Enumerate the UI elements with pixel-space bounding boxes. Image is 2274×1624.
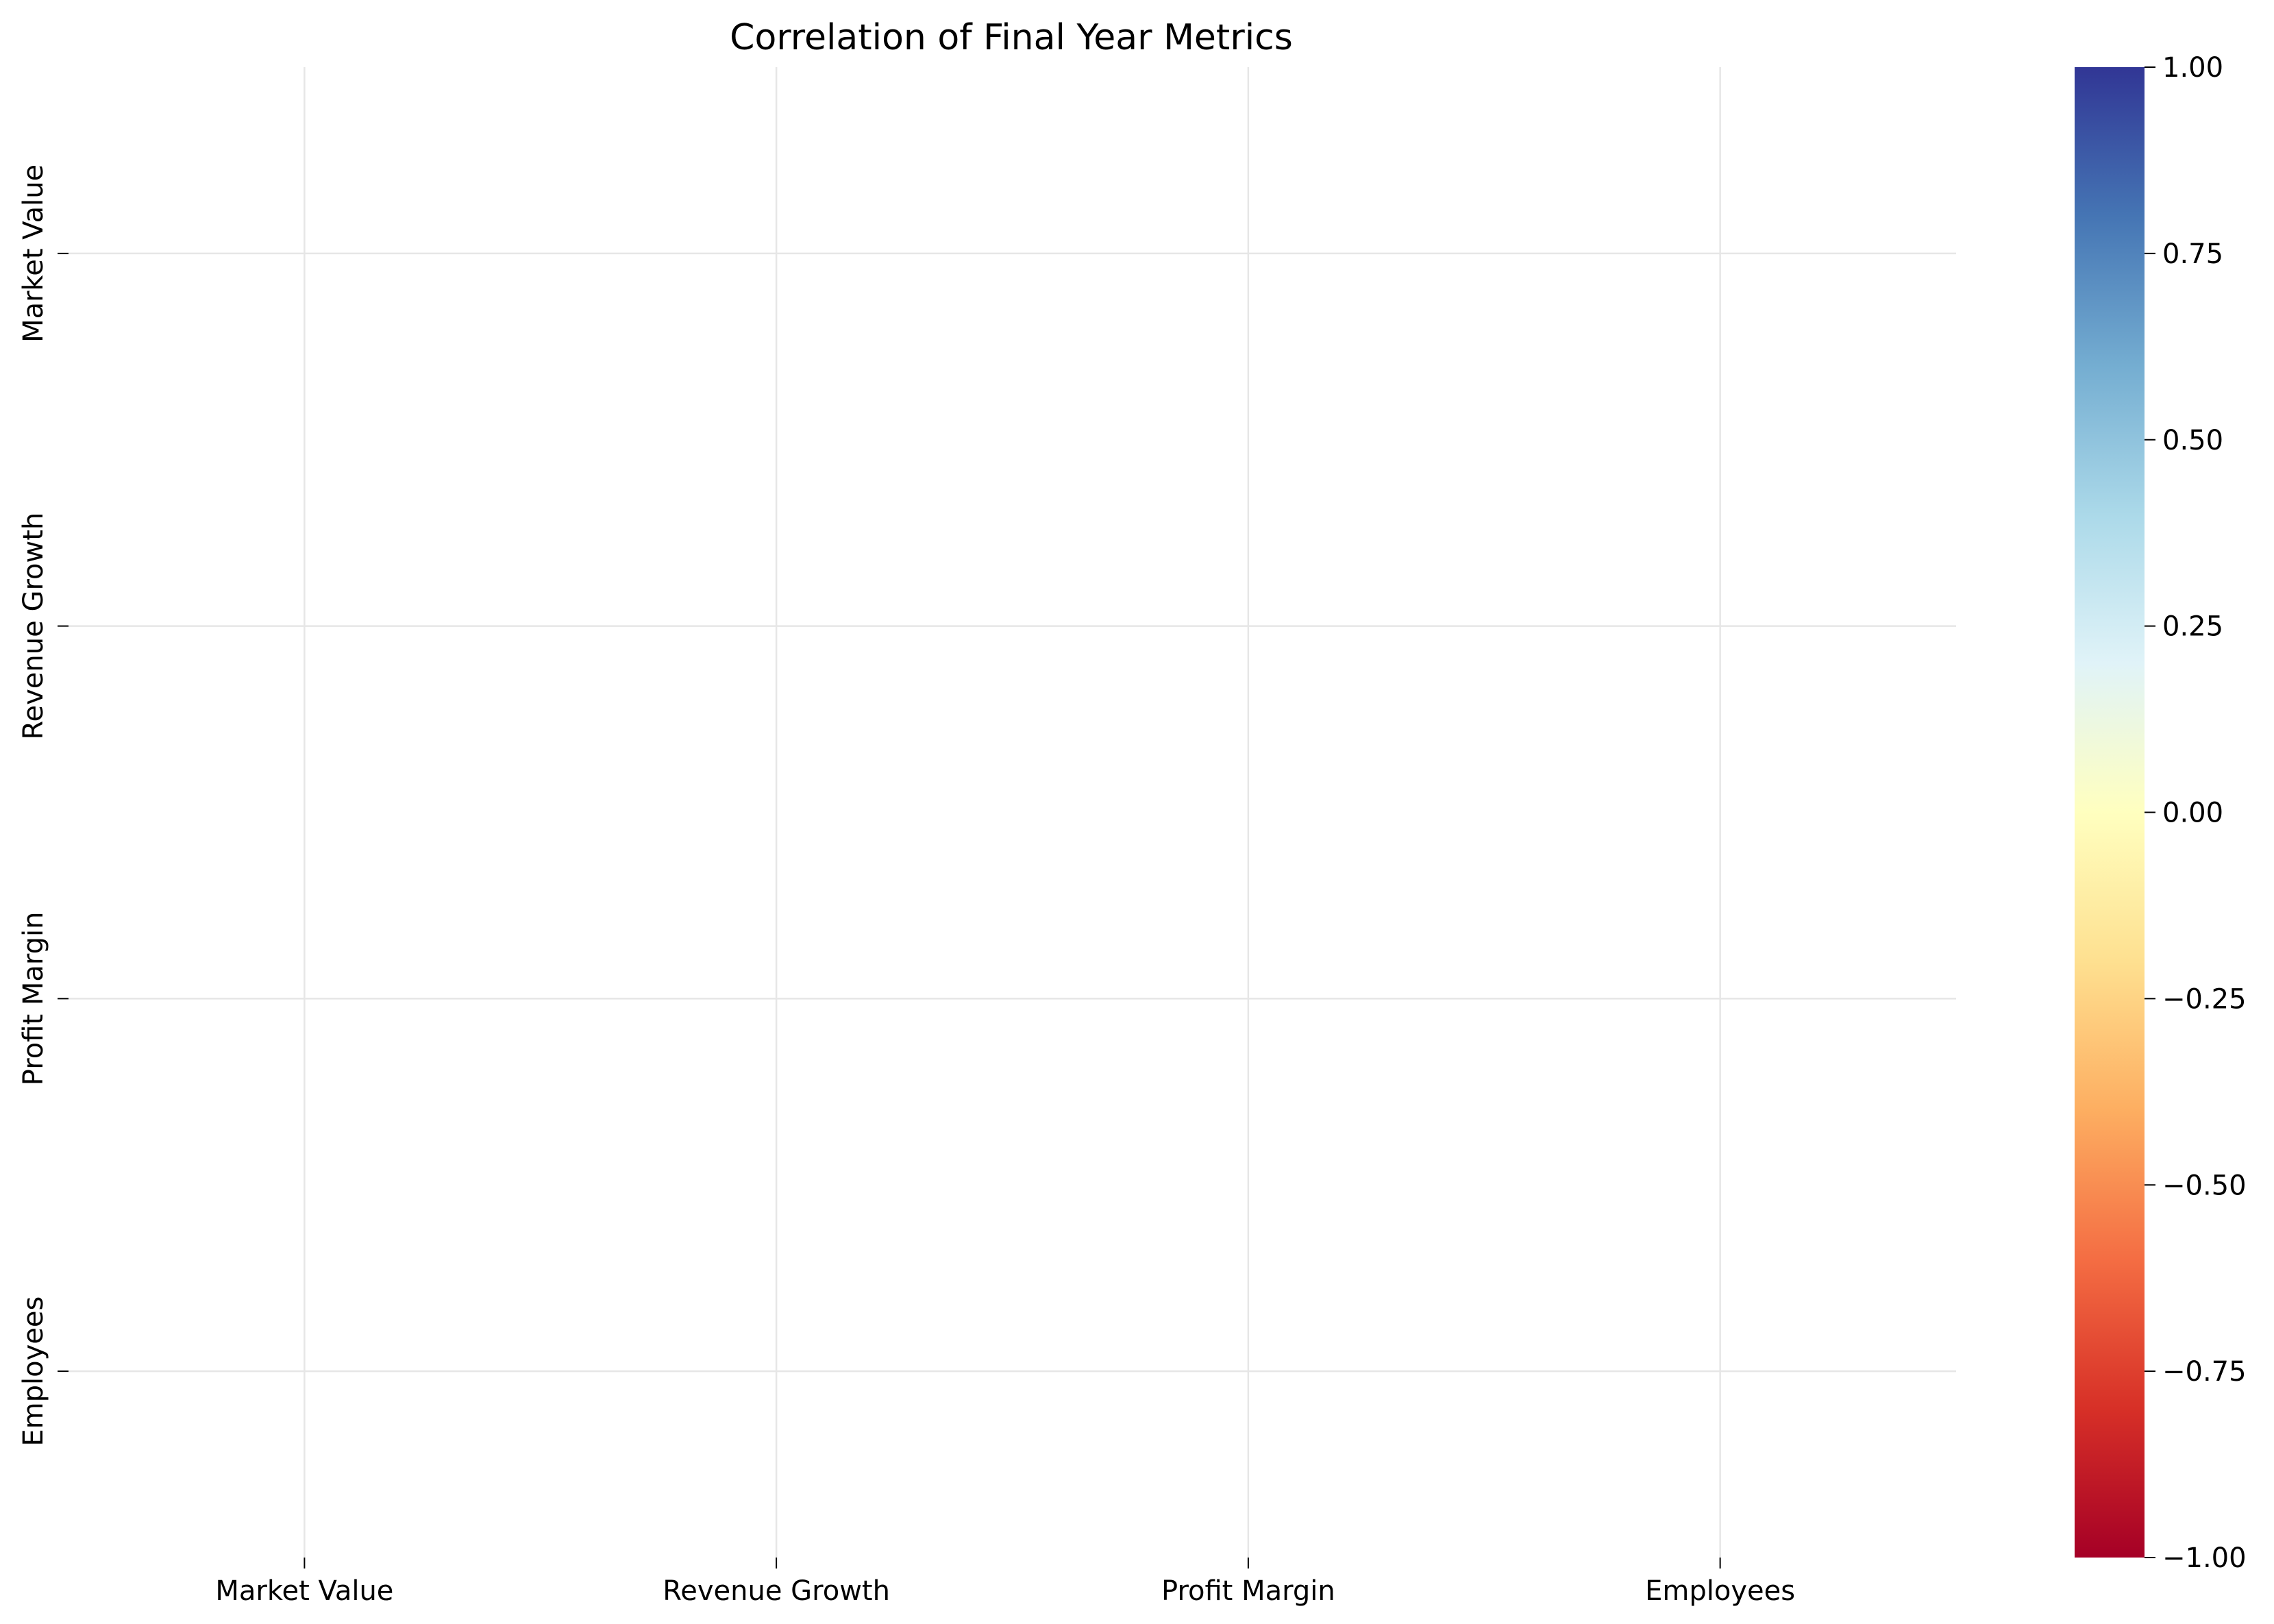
colorbar-tick-label: −0.25 (2162, 983, 2247, 1015)
x-tick-label: Profit Margin (1161, 1575, 1335, 1607)
colorbar-tick-label: 0.00 (2162, 798, 2223, 829)
x-tick-label: Market Value (215, 1575, 393, 1607)
y-tick-label: Market Value (18, 164, 49, 343)
plot-area (69, 67, 1956, 1558)
x-tick-label: Revenue Growth (663, 1575, 890, 1607)
colorbar-tick-label: 0.50 (2162, 425, 2223, 456)
colorbar-tick-label: 0.25 (2162, 611, 2223, 643)
colorbar-tick-label: −0.50 (2162, 1170, 2247, 1201)
x-tick-label: Employees (1645, 1575, 1795, 1607)
y-tick-label: Profit Margin (18, 912, 49, 1086)
colorbar-ticks: 1.00 0.75 0.50 0.25 0.00 −0.25 −0.50 −0.75 −1.00 (2145, 52, 2247, 1574)
y-axis: Market Value Revenue Growth Profit Margin E… (18, 164, 69, 1447)
colorbar-tick-label: −1.00 (2162, 1542, 2247, 1574)
colorbar-tick-label: 1.00 (2162, 52, 2223, 84)
y-tick-label: Employees (18, 1296, 49, 1447)
colorbar: 1.00 0.75 0.50 0.25 0.00 −0.25 −0.50 −0.75 −1.00 (2075, 52, 2247, 1574)
x-axis: Market Value Revenue Growth Profit Margin E… (215, 1558, 1795, 1607)
colorbar-gradient (2075, 67, 2145, 1558)
y-tick-label: Revenue Growth (18, 513, 49, 740)
colorbar-tick-label: −0.75 (2162, 1356, 2247, 1388)
chart-title: Correlation of Final Year Metrics (730, 17, 1293, 58)
colorbar-tick-label: 0.75 (2162, 238, 2223, 270)
